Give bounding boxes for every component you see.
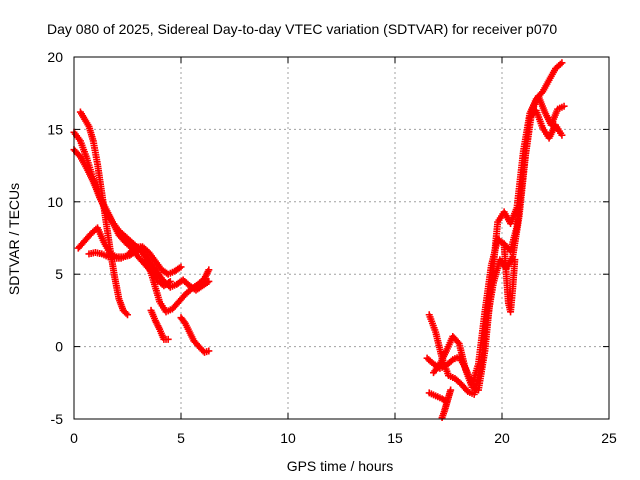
data-point [511,256,519,264]
x-axis-label: GPS time / hours [287,458,394,474]
data-point [164,335,172,343]
data-point [205,277,213,285]
y-tick-label: 0 [55,339,63,355]
data-point [558,59,566,67]
data-point [447,386,455,394]
data-point [166,277,174,285]
y-tick-label: 15 [47,121,63,137]
data-point [177,263,185,271]
x-tick-label: 0 [70,430,78,446]
y-tick-label: 5 [55,266,63,282]
series-track-3 [76,108,131,319]
plot-frame [73,56,610,420]
chart-title: Day 080 of 2025, Sidereal Day-to-day VTE… [47,21,557,37]
series-track-6 [147,306,172,343]
x-tick-label: 10 [280,430,296,446]
series-track-5 [85,243,213,316]
series-track-7 [177,314,213,356]
series-track-13 [500,241,519,316]
y-tick-label: 10 [47,194,63,210]
x-tick-label: 25 [601,430,617,446]
track-marker [122,309,130,317]
x-tick-label: 5 [177,430,185,446]
data-point [124,311,131,319]
data-point [205,266,213,274]
y-tick-label: -5 [51,411,64,427]
data-points [70,59,568,422]
y-axis: -5 0 5 10 15 20 [47,49,609,427]
series-track-12 [438,386,455,422]
x-tick-label: 20 [494,430,510,446]
series-track-10 [430,59,566,394]
series-track-1 [70,146,213,294]
data-point [560,102,568,110]
x-tick-label: 15 [387,430,403,446]
data-point [558,131,566,139]
track-marker [454,338,462,346]
data-point [205,347,213,355]
y-axis-label: SDTVAR / TECUs [6,183,22,295]
y-tick-label: 20 [47,49,63,65]
